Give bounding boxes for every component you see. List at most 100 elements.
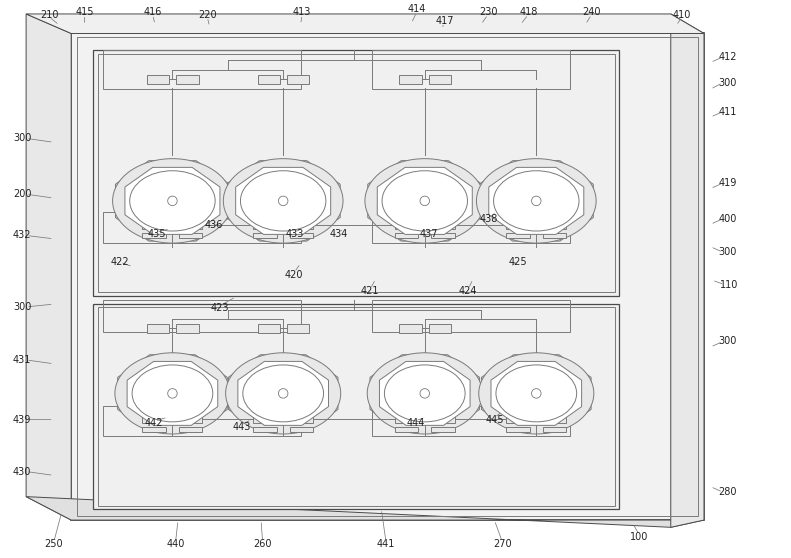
Bar <box>506 221 530 229</box>
Ellipse shape <box>496 365 577 422</box>
Text: 425: 425 <box>509 257 528 267</box>
Ellipse shape <box>494 171 579 231</box>
Bar <box>142 221 166 229</box>
Text: 412: 412 <box>718 52 737 62</box>
Bar <box>98 54 615 292</box>
Text: 100: 100 <box>630 532 649 542</box>
Bar <box>543 427 566 432</box>
Text: 400: 400 <box>718 214 737 224</box>
Bar <box>179 233 202 238</box>
Bar <box>147 75 169 84</box>
Ellipse shape <box>243 365 324 422</box>
Text: 300: 300 <box>13 302 32 312</box>
Bar <box>93 50 619 296</box>
Text: 443: 443 <box>232 422 251 432</box>
Ellipse shape <box>479 353 594 434</box>
Text: 424: 424 <box>459 286 478 296</box>
Text: 441: 441 <box>377 539 396 549</box>
Bar <box>176 324 199 333</box>
Text: 260: 260 <box>253 539 272 549</box>
Bar <box>429 324 451 333</box>
Text: 413: 413 <box>293 7 312 17</box>
Text: 280: 280 <box>718 487 737 497</box>
Bar <box>372 300 570 332</box>
Bar <box>372 50 570 89</box>
Ellipse shape <box>223 158 343 243</box>
Bar <box>179 415 202 423</box>
Polygon shape <box>127 362 218 425</box>
Ellipse shape <box>130 171 215 231</box>
Ellipse shape <box>365 158 485 243</box>
Text: 414: 414 <box>407 4 426 15</box>
Text: 423: 423 <box>210 303 229 313</box>
Bar <box>253 221 277 229</box>
Text: 435: 435 <box>147 229 166 239</box>
Polygon shape <box>370 355 479 432</box>
Circle shape <box>278 388 288 398</box>
Text: 438: 438 <box>479 214 498 224</box>
Polygon shape <box>491 362 581 425</box>
Text: 437: 437 <box>419 229 438 239</box>
Bar <box>431 221 455 229</box>
Bar <box>258 75 280 84</box>
Bar <box>290 427 313 432</box>
Text: 210: 210 <box>40 9 59 20</box>
Bar <box>506 233 530 238</box>
Polygon shape <box>489 167 584 234</box>
Bar <box>103 406 301 436</box>
Circle shape <box>168 388 177 398</box>
Bar <box>431 415 455 423</box>
Text: 411: 411 <box>718 107 737 117</box>
Polygon shape <box>26 14 71 520</box>
Bar <box>287 75 309 84</box>
Bar <box>77 37 698 516</box>
Text: 434: 434 <box>329 229 348 239</box>
Bar <box>395 415 418 423</box>
Polygon shape <box>26 14 704 33</box>
Ellipse shape <box>115 353 230 434</box>
Polygon shape <box>671 14 704 527</box>
Polygon shape <box>115 161 229 241</box>
Polygon shape <box>26 497 704 527</box>
Text: 270: 270 <box>493 539 512 549</box>
Text: 444: 444 <box>406 418 425 428</box>
Bar <box>290 415 313 423</box>
Polygon shape <box>380 362 470 425</box>
Bar <box>253 233 277 238</box>
Bar <box>429 75 451 84</box>
Ellipse shape <box>132 365 213 422</box>
Polygon shape <box>118 355 227 432</box>
Text: 432: 432 <box>13 230 32 240</box>
Ellipse shape <box>240 171 326 231</box>
Polygon shape <box>125 167 220 234</box>
Text: 300: 300 <box>718 78 737 88</box>
Text: 220: 220 <box>198 9 217 20</box>
Text: 300: 300 <box>718 247 737 257</box>
Bar <box>431 427 455 432</box>
Bar <box>543 233 566 238</box>
Text: 439: 439 <box>13 415 32 425</box>
Bar <box>98 307 615 506</box>
Bar <box>142 233 166 238</box>
Text: 442: 442 <box>145 418 164 428</box>
Text: 440: 440 <box>166 539 185 549</box>
Text: 421: 421 <box>361 286 380 296</box>
Ellipse shape <box>225 353 341 434</box>
Bar <box>395 233 418 238</box>
Bar <box>258 324 280 333</box>
Bar <box>176 75 199 84</box>
Text: 110: 110 <box>720 280 739 290</box>
Bar <box>372 406 570 436</box>
Text: 436: 436 <box>204 220 223 230</box>
Bar <box>290 233 313 238</box>
Bar <box>290 221 313 229</box>
Text: 300: 300 <box>13 133 32 143</box>
Text: 433: 433 <box>285 229 304 239</box>
Text: 445: 445 <box>485 415 504 425</box>
Ellipse shape <box>476 158 596 243</box>
Bar <box>543 415 566 423</box>
Bar <box>71 33 704 520</box>
Bar <box>179 221 202 229</box>
Bar <box>395 221 418 229</box>
Polygon shape <box>229 355 338 432</box>
